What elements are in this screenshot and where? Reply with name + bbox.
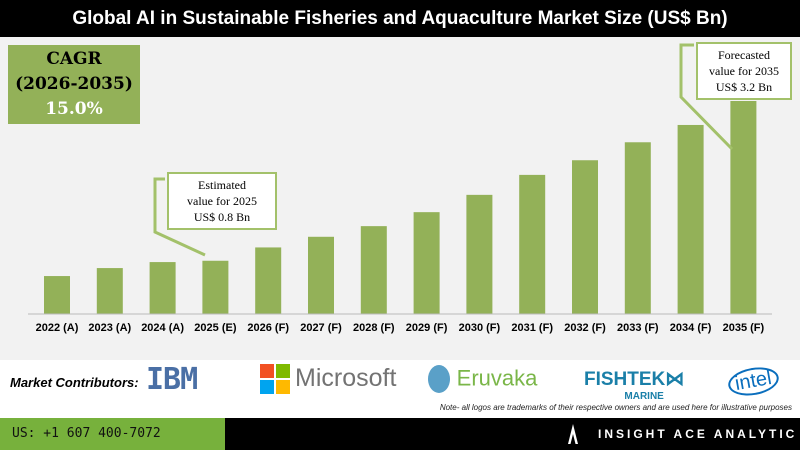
x-tick-label: 2034 (F) bbox=[670, 322, 712, 334]
microsoft-logo: Microsoft bbox=[260, 364, 396, 401]
x-tick-label: 2033 (F) bbox=[617, 322, 659, 334]
bar bbox=[572, 160, 598, 314]
water-drop-icon bbox=[428, 364, 450, 393]
cagr-value: 15.0% bbox=[45, 99, 103, 119]
callout-line: value for 2035 bbox=[709, 64, 779, 78]
callout-line: Estimated bbox=[198, 178, 246, 192]
bar bbox=[255, 247, 282, 314]
bar bbox=[730, 101, 757, 314]
brand-name: INSIGHT ACE ANALYTIC bbox=[598, 427, 798, 441]
callout-connector bbox=[679, 43, 734, 151]
callout-line: Forecasted bbox=[718, 48, 770, 62]
bar bbox=[466, 194, 493, 314]
x-tick-label: 2035 (F) bbox=[723, 322, 765, 334]
cagr-box: CAGR (2026-2035) 15.0% bbox=[8, 45, 140, 124]
x-tick-label: 2025 (E) bbox=[194, 322, 237, 334]
bar bbox=[202, 260, 229, 314]
bar bbox=[519, 174, 546, 314]
callout-line: US$ 3.2 Bn bbox=[715, 80, 773, 94]
x-tick-label: 2032 (F) bbox=[564, 322, 606, 334]
callout-line: value for 2025 bbox=[187, 194, 257, 208]
phone-number: US: +1 607 400-7072 bbox=[0, 418, 225, 450]
fishtek-text: FISHTEK bbox=[584, 369, 666, 390]
trademark-note: Note- all logos are trademarks of their … bbox=[439, 403, 792, 412]
forecasted-callout: Forecasted value for 2035 US$ 3.2 Bn bbox=[696, 42, 792, 100]
ibm-logo: IBM bbox=[146, 362, 198, 397]
eruvaka-text: Eruvaka bbox=[456, 365, 538, 391]
contributors-label: Market Contributors: bbox=[10, 375, 139, 390]
fish-icon: ⋈ bbox=[665, 369, 685, 390]
x-tick-label: 2029 (F) bbox=[406, 322, 448, 334]
bar bbox=[360, 226, 387, 314]
footer: US: +1 607 400-7072 INSIGHT ACE ANALYTIC bbox=[0, 418, 800, 450]
chart-title: Global AI in Sustainable Fisheries and A… bbox=[0, 0, 800, 37]
estimated-callout: Estimated value for 2025 US$ 0.8 Bn bbox=[167, 172, 277, 230]
x-tick-label: 2031 (F) bbox=[511, 322, 553, 334]
bar bbox=[677, 124, 704, 315]
intel-logo: intel bbox=[726, 363, 781, 400]
x-tick-label: 2028 (F) bbox=[353, 322, 395, 334]
x-tick-label: 2027 (F) bbox=[300, 322, 342, 334]
contributors-section: Market Contributors: IBM Microsoft Eruva… bbox=[0, 360, 800, 418]
x-tick-label: 2030 (F) bbox=[459, 322, 501, 334]
insight-ace-logo-icon bbox=[568, 424, 578, 444]
microsoft-squares-icon bbox=[260, 364, 290, 394]
x-tick-label: 2026 (F) bbox=[247, 322, 289, 334]
eruvaka-logo: Eruvaka bbox=[428, 364, 537, 393]
bar bbox=[413, 212, 440, 314]
cagr-label: CAGR bbox=[46, 49, 102, 69]
callout-line: US$ 0.8 Bn bbox=[193, 210, 251, 224]
bar bbox=[44, 276, 70, 314]
cagr-period: (2026-2035) bbox=[15, 74, 133, 94]
x-tick-label: 2023 (A) bbox=[88, 322, 131, 334]
bar-chart: 2022 (A) 2023 (A) 2024 (A) 2025 (E) 2026 (F)… bbox=[28, 43, 772, 334]
bar bbox=[308, 236, 334, 314]
marine-text: MARINE bbox=[624, 391, 664, 402]
bar bbox=[149, 262, 176, 314]
bar bbox=[624, 142, 651, 314]
x-tick-label: 2024 (A) bbox=[141, 322, 184, 334]
fishtek-logo: FISHTEK⋈ MARINE bbox=[584, 368, 684, 402]
x-tick-label: 2022 (A) bbox=[36, 322, 79, 334]
microsoft-text: Microsoft bbox=[295, 364, 397, 392]
bar bbox=[96, 268, 123, 314]
callout-connector bbox=[153, 177, 206, 257]
